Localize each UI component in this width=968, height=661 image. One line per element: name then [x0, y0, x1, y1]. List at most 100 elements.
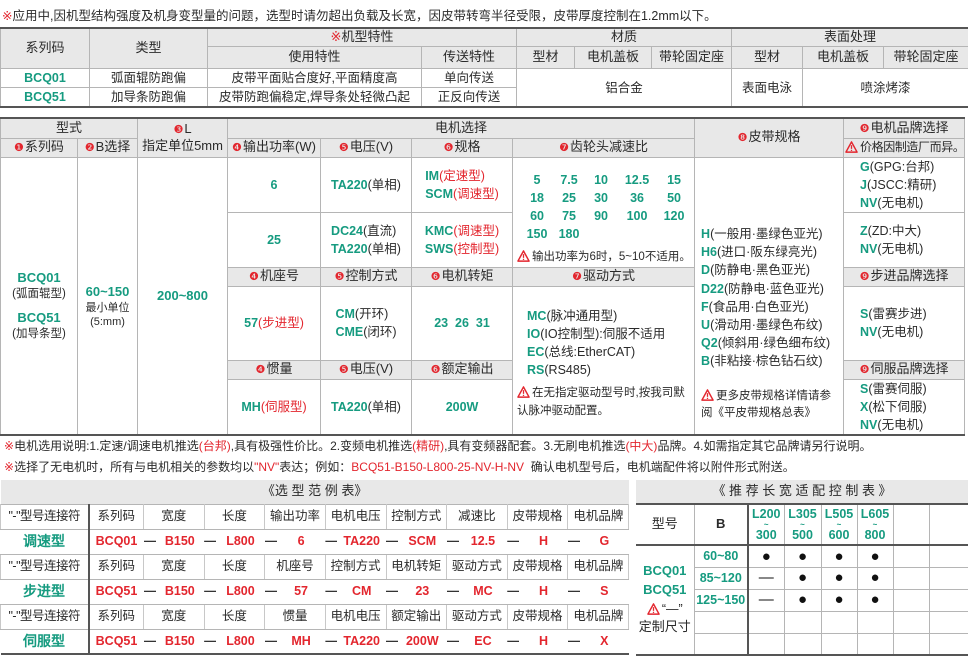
surface-other: 喷涂烤漆: [802, 67, 968, 109]
desc: (松下伺服): [868, 400, 927, 414]
length-label: L: [184, 120, 192, 136]
series-desc: (加导条型): [12, 327, 66, 340]
header-material-pulley-mount: 带轮固定座: [651, 45, 733, 69]
header-surface: 表面处理: [731, 26, 968, 47]
code: SWS: [424, 241, 454, 256]
example-header: 宽度: [143, 553, 205, 580]
code: D22: [701, 281, 724, 296]
num-badge: ❶: [14, 142, 24, 155]
example-header: 皮带规格: [506, 553, 569, 580]
desc: (食品用·白色亚光): [708, 299, 809, 314]
fit-mark: ●: [856, 588, 894, 612]
brand-note-text: 价格因制造厂而异。: [860, 139, 965, 154]
separator: —: [567, 578, 580, 605]
example-value: H: [519, 528, 568, 555]
header-series: 系列码: [0, 26, 90, 69]
desc: (非粘接·棕色钻石纹): [710, 354, 823, 368]
example-header: 宽度: [143, 603, 205, 630]
note-segment: 确认电机型号后，电机端配件将以附件形式附送。: [524, 460, 795, 474]
fit-mark: ●: [783, 566, 822, 590]
fit-mark: [747, 610, 785, 634]
power-value: 25: [227, 211, 322, 268]
example-value: B150: [155, 628, 205, 655]
example-value: EC: [458, 628, 508, 655]
note-segment: (台邦): [198, 439, 231, 453]
ratio-value: 5: [533, 172, 541, 187]
length-from: L200: [752, 507, 781, 521]
note-mark: “—”: [661, 601, 683, 616]
warning-icon: [517, 249, 530, 262]
desc: (无电机): [877, 241, 924, 256]
list-item: Z(ZD:中大): [860, 222, 923, 240]
example-value: 200W: [398, 628, 447, 655]
length-from: L505: [824, 507, 854, 521]
example-value: BCQ51: [88, 628, 144, 655]
power-value: 6: [227, 156, 322, 213]
b-unit-value: (5:mm): [90, 316, 125, 329]
example-value: L800: [216, 628, 265, 655]
separator: —: [507, 628, 520, 655]
example-value: L800: [216, 578, 265, 605]
fit-mark: [856, 632, 894, 656]
fit-mark: ●: [820, 588, 858, 612]
brand-note: 价格因制造厂而异。: [843, 137, 966, 158]
example-value: 6: [276, 528, 326, 555]
example-header: 系列码: [88, 603, 144, 630]
note-line-1: ※电机选用说明:1.定速/调速电机推选(台邦),具有极强性价比。2.变频电机推选…: [4, 436, 871, 457]
num-badge: ❷: [84, 142, 95, 155]
desc: (单相): [367, 177, 401, 192]
num-badge: ❻: [443, 142, 454, 155]
fit-mark: ●: [783, 544, 822, 568]
code: 57: [244, 316, 259, 331]
example-header: 电机电压: [324, 603, 387, 630]
length-to: 800: [864, 527, 886, 542]
belt-note-text: 更多皮带规格详情请参阅《平皮带规格总表》: [701, 390, 832, 420]
code: CME: [335, 325, 364, 340]
separator: —: [325, 578, 338, 605]
header-label: 系列码: [24, 139, 64, 155]
length-to: 300: [755, 527, 777, 542]
transfer: 正反向传送: [420, 86, 518, 109]
code: G: [860, 159, 870, 174]
desc: (脉冲通用型): [546, 308, 618, 323]
fit-mark: ●: [783, 588, 822, 612]
example-value: B150: [155, 528, 205, 555]
separator: —: [567, 528, 580, 555]
num-badge: ❻: [430, 364, 441, 377]
list-item: KMC(调速型): [425, 222, 499, 240]
empty-header: [928, 503, 968, 546]
header-servo-brand: ❾伺服品牌选择: [843, 359, 966, 380]
fit-mark: [820, 632, 858, 656]
example-value: B150: [155, 578, 205, 605]
model-code: BCQ01: [643, 563, 687, 578]
length-header: L605 ~800: [856, 503, 894, 546]
connector-label: "-"型号连接符: [0, 603, 90, 630]
list-item: H6(进口·阪东绿亮光): [701, 243, 830, 261]
num-badge: ❸: [173, 123, 184, 136]
ratio-value: 10: [594, 172, 608, 187]
ratio-value: 120: [663, 209, 685, 223]
desc: (闭环): [363, 325, 397, 340]
empty-cell: [928, 566, 968, 590]
example-header: 长度: [203, 503, 266, 530]
num-badge: ❹: [249, 271, 259, 284]
drive-cell: MC(脉冲通用型) IO(IO控制型):伺服不适用 EC(总线:EtherCAT) R…: [512, 285, 696, 437]
header-torque: ❻电机转矩: [411, 266, 514, 287]
torque-values: 23 26 31: [411, 285, 514, 361]
spec-cell: IM(定速型) SCM(调速型): [411, 156, 514, 213]
fit-mark: ●: [856, 566, 894, 590]
header-brand: ❾电机品牌选择: [843, 117, 966, 139]
header-label: 驱动方式: [582, 268, 635, 284]
header-b: ❷B选择: [76, 137, 139, 158]
custom-size-note: “—”: [636, 600, 693, 618]
header-material-profile: 型材: [516, 45, 576, 69]
header-transfer: 传送特性: [420, 45, 518, 69]
fit-mark: [747, 632, 785, 656]
belt-cell: H(一般用·墨绿色亚光) H6(进口·阪东绿亮光) D(防静电·黑色亚光) D22(防…: [694, 156, 845, 437]
fit-mark: ●: [747, 544, 785, 568]
num-badge: ❾: [859, 364, 870, 377]
series-code: BCQ51: [17, 309, 61, 325]
empty-cell: [928, 632, 968, 656]
example-type-label: 伺服型: [0, 628, 90, 655]
header-label: 齿轮头减速比: [569, 139, 648, 155]
